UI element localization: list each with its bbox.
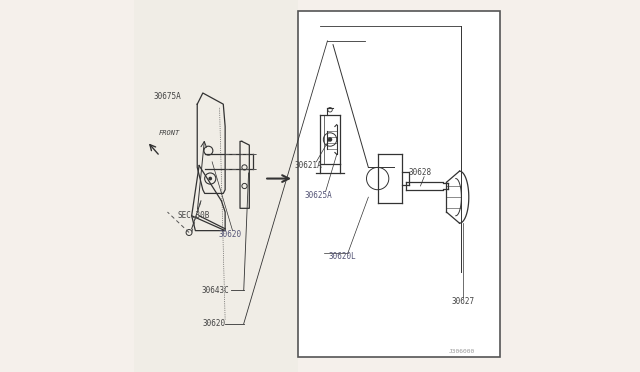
Text: 30625A: 30625A <box>304 191 332 200</box>
Bar <box>134 0 298 372</box>
Circle shape <box>209 177 212 180</box>
Text: 30675A: 30675A <box>154 92 181 101</box>
Text: J306000: J306000 <box>448 349 474 354</box>
Text: 30620: 30620 <box>202 319 225 328</box>
Text: 30620L: 30620L <box>328 252 356 261</box>
Text: FRONT: FRONT <box>159 130 180 136</box>
Text: 30621A: 30621A <box>294 161 322 170</box>
Text: 30627: 30627 <box>452 297 475 306</box>
Text: 30628: 30628 <box>409 169 432 177</box>
Circle shape <box>328 137 332 142</box>
Text: 30643C: 30643C <box>201 286 229 295</box>
Bar <box>298 11 500 357</box>
Text: 30620: 30620 <box>218 230 241 239</box>
Text: SEC.30B: SEC.30B <box>177 211 210 220</box>
